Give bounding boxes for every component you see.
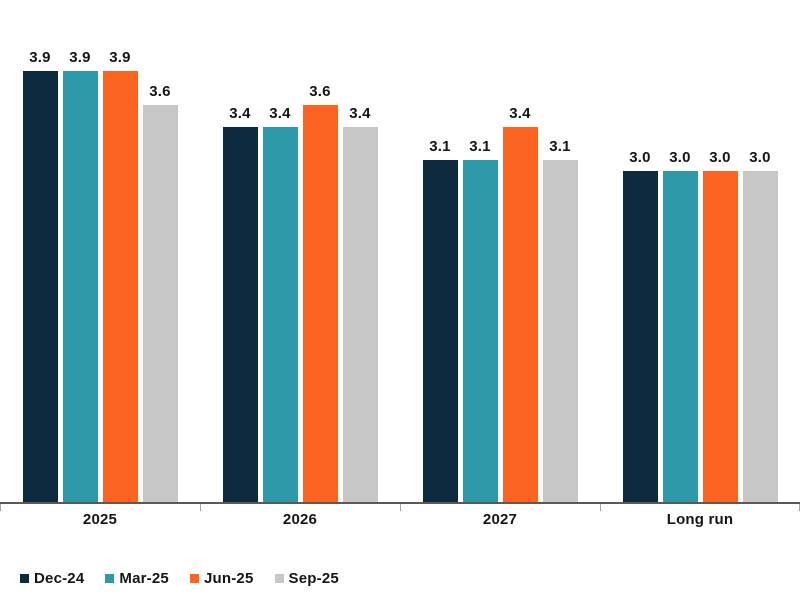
legend-swatch (20, 574, 29, 583)
bar-value-label: 3.4 (349, 104, 371, 122)
bar (62, 71, 98, 503)
bar-group: 3.4 3.4 3.6 3.4 (200, 0, 400, 503)
bar-column: 3.9 (22, 49, 58, 503)
legend-swatch (274, 574, 284, 583)
bar (502, 126, 538, 503)
bar-column: 3.6 (142, 82, 178, 503)
category-label: 2027 (482, 511, 518, 528)
bar-value-label: 3.4 (509, 104, 531, 122)
bar-value-label: 3.0 (629, 148, 651, 166)
bar-value-label: 3.0 (709, 148, 731, 166)
bar (302, 104, 338, 503)
bar (142, 104, 178, 503)
bar-column: 3.4 (222, 104, 258, 503)
bar-column: 3.1 (462, 137, 498, 503)
bar-value-label: 3.6 (149, 82, 171, 100)
bar-value-label: 3.9 (69, 49, 91, 67)
category-label: Long run (666, 511, 734, 528)
bar-column: 3.9 (62, 49, 98, 503)
axis-tick (200, 504, 201, 511)
legend-item: Dec-24 (20, 570, 84, 587)
legend-label: Dec-24 (34, 570, 85, 587)
bar-value-label: 3.1 (429, 137, 451, 155)
legend: Dec-24 Mar-25 Jun-25 Sep-25 (20, 570, 339, 587)
bar-column: 3.4 (502, 104, 538, 503)
bar-column: 3.0 (662, 148, 698, 503)
bar-column: 3.6 (302, 82, 338, 503)
legend-label: Jun-25 (203, 570, 254, 587)
bar-column: 3.0 (622, 148, 658, 503)
axis-tick (600, 504, 601, 511)
bar (102, 71, 138, 503)
bar-column: 3.1 (422, 137, 458, 503)
bar-value-label: 3.4 (229, 104, 251, 122)
bar (422, 159, 458, 503)
bar-value-label: 3.1 (549, 137, 571, 155)
bar-value-label: 3.0 (749, 148, 771, 166)
bar-column: 3.4 (342, 104, 378, 503)
category-labels-row: 2025 2026 2027 Long run (0, 511, 800, 528)
legend-item: Jun-25 (189, 570, 254, 587)
legend-swatch (105, 574, 115, 583)
axis-tick (400, 504, 401, 511)
bar (702, 170, 738, 503)
bar-value-label: 3.0 (669, 148, 691, 166)
bar-value-label: 3.6 (309, 82, 331, 100)
bar-column: 3.4 (262, 104, 298, 503)
bar-group: 3.9 3.9 3.9 3.6 (0, 0, 200, 503)
x-axis-line (0, 502, 800, 504)
bar (622, 170, 658, 503)
bar-value-label: 3.9 (109, 49, 131, 67)
bar (662, 170, 698, 503)
bar (542, 159, 578, 503)
legend-item: Mar-25 (105, 570, 169, 587)
axis-tick (0, 504, 1, 511)
bar (222, 126, 258, 503)
category-label: 2026 (282, 511, 318, 528)
bar-column: 3.0 (742, 148, 778, 503)
bar (342, 126, 378, 503)
category-label: 2025 (82, 511, 118, 528)
bar-column: 3.1 (542, 137, 578, 503)
bar (742, 170, 778, 503)
bar-value-label: 3.1 (469, 137, 491, 155)
legend-item: Sep-25 (274, 570, 339, 587)
legend-swatch (189, 574, 199, 583)
bar-group: 3.0 3.0 3.0 3.0 (600, 0, 800, 503)
legend-label: Mar-25 (119, 570, 169, 587)
legend-label: Sep-25 (288, 570, 339, 587)
bar-column: 3.9 (102, 49, 138, 503)
bar-column: 3.0 (702, 148, 738, 503)
bar (22, 71, 58, 503)
plot-area: 3.9 3.9 3.9 3.6 3.4 3.4 3.6 3.4 3.1 3.1 3.4 3.1 3.0 3… (0, 0, 800, 503)
bar-value-label: 3.9 (29, 49, 51, 67)
bar (262, 126, 298, 503)
bar (462, 159, 498, 503)
bar-value-label: 3.4 (269, 104, 291, 122)
bar-group: 3.1 3.1 3.4 3.1 (400, 0, 600, 503)
